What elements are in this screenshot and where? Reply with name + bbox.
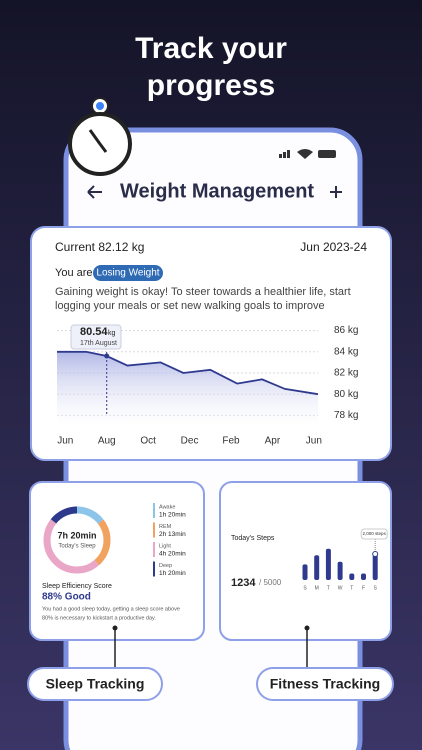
bar — [349, 573, 355, 580]
x-tick-label: Feb — [222, 436, 240, 447]
label-pill — [256, 667, 394, 701]
headline: progress — [147, 69, 275, 102]
page-title: Weight Management — [120, 180, 314, 202]
status-pill — [93, 265, 163, 281]
annotation: 2,000 steps — [363, 531, 387, 536]
x-tick-label: T — [350, 585, 353, 591]
sleep-note: 80% is necessary to kickstart a producti… — [42, 615, 156, 621]
y-tick-label: 78 kg — [334, 410, 358, 421]
message: Gaining weight is okay! To steer towards… — [55, 286, 351, 298]
y-tick-label: 86 kg — [334, 325, 358, 336]
x-tick-label: Oct — [140, 436, 156, 447]
marker-dot — [104, 353, 110, 359]
x-tick-label: T — [327, 585, 330, 591]
tooltip-value: 80.54 — [80, 326, 108, 338]
legend-value: 1h 20min — [159, 512, 186, 519]
tooltip — [70, 324, 122, 350]
x-tick-label: M — [315, 585, 319, 591]
x-tick-label: Aug — [98, 436, 116, 447]
steps-goal: / 5000 — [259, 578, 282, 587]
legend-label: Deep — [159, 563, 172, 569]
legend-value: 1h 20min — [159, 570, 186, 577]
legend-label: REM — [159, 524, 172, 530]
label-pill — [27, 667, 163, 701]
legend-label: Awake — [159, 504, 175, 510]
legend-value: 2h 13min — [159, 531, 186, 538]
score: 88% Good — [42, 592, 91, 603]
period: Jun 2023-24 — [300, 240, 367, 254]
y-tick-label: 82 kg — [334, 368, 358, 379]
legend-label: Light — [159, 543, 171, 549]
connector-dot — [304, 625, 310, 631]
legend-swatch — [153, 522, 155, 538]
donut-segment — [43, 506, 111, 574]
x-tick-label: F — [362, 585, 365, 591]
x-tick-label: Jun — [306, 436, 322, 447]
feature-label: Sleep Tracking — [46, 676, 145, 692]
donut-segment — [43, 506, 111, 574]
bar — [372, 554, 378, 580]
sleep-card — [29, 481, 205, 641]
area — [57, 351, 318, 426]
legend-swatch — [153, 561, 155, 577]
sleep-center-label: Today's Sleep — [58, 544, 96, 550]
current-weight: Current 82.12 kg — [55, 240, 144, 254]
score-title: Sleep Efficiency Score — [42, 583, 112, 590]
weight-chart: 78 kg 80 kg 82 kg 84 kg 86 kg Jun Aug Oct Dec Feb… — [57, 325, 358, 447]
back-button[interactable] — [87, 185, 102, 199]
sleep-center-value: 7h 20min — [57, 530, 96, 540]
bar — [314, 555, 320, 580]
bar — [325, 548, 331, 580]
legend-swatch — [153, 503, 155, 518]
status: Losing Weight — [96, 268, 159, 279]
sleep-note: You had a good sleep today, getting a sl… — [42, 606, 180, 612]
tooltip-date: 17th August — [80, 340, 117, 347]
y-tick-label: 80 kg — [334, 389, 358, 400]
tooltip-unit: kg — [108, 330, 116, 337]
line — [57, 350, 319, 396]
fitness-card — [219, 481, 392, 641]
legend-value: 4h 20min — [159, 551, 186, 558]
x-tick-label: Jun — [57, 436, 73, 447]
status-icons — [279, 149, 336, 159]
x-tick-label: W — [338, 585, 343, 591]
donut-segment — [43, 506, 111, 574]
connector-dot — [112, 625, 118, 631]
status-prefix: You are — [55, 267, 93, 279]
bar — [337, 561, 343, 580]
x-tick-label: Apr — [265, 436, 281, 447]
x-tick-label: S — [303, 585, 307, 591]
steps-chart: S M T W T F S 2,000 steps — [302, 528, 388, 591]
bar — [302, 564, 308, 580]
add-button[interactable] — [330, 186, 342, 198]
annotation-dot — [372, 551, 379, 557]
headline: Track your — [135, 32, 287, 65]
feature-label: Fitness Tracking — [270, 676, 380, 692]
stopwatch-icon — [68, 97, 132, 176]
steps: 1234 — [231, 577, 256, 589]
bar — [361, 573, 366, 580]
legend-swatch — [153, 542, 155, 557]
y-tick-label: 84 kg — [334, 346, 358, 357]
message: logging your meals or set new walking go… — [55, 300, 325, 312]
steps-title: Today's Steps — [231, 535, 275, 542]
x-tick-label: Dec — [181, 436, 199, 447]
annotation-box — [360, 528, 388, 540]
x-tick-label: S — [374, 585, 378, 591]
